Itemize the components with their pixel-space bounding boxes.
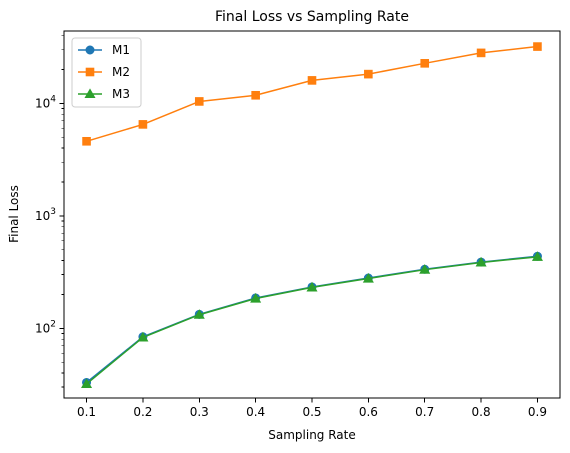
x-axis-label: Sampling Rate [268,428,356,442]
data-point-m2 [421,59,429,67]
data-point-m2 [308,76,316,84]
series-line-m2 [87,47,538,142]
x-axis-ticks: 0.1 0.2 0.3 0.4 0.5 0.6 0.7 0.8 0.9 [77,398,547,419]
series-line-m3 [87,257,538,384]
y-tick-label: 102 [35,319,56,335]
data-point-m2 [139,120,147,128]
legend-marker-m1 [86,46,94,54]
data-point-m2 [83,137,91,145]
y-tick-base: 10 [35,321,50,335]
data-point-m2 [195,97,203,105]
legend-label-m3: M3 [112,87,130,101]
series-m3 [82,252,543,388]
x-tick-label: 0.2 [133,405,152,419]
legend-label-m1: M1 [112,43,130,57]
y-tick-label: 104 [35,94,56,110]
y-tick-exponent: 4 [50,94,56,104]
legend-marker-m2 [86,68,94,76]
legend: M1 M2 M3 [72,38,141,107]
y-tick-label: 103 [35,207,56,223]
y-tick-base: 10 [35,209,50,223]
y-tick-exponent: 2 [50,319,56,329]
y-axis-label: Final Loss [7,185,21,243]
series-line-m1 [87,256,538,382]
x-tick-label: 0.4 [246,405,265,419]
x-tick-label: 0.8 [472,405,491,419]
x-tick-label: 0.3 [190,405,209,419]
legend-label-m2: M2 [112,65,130,79]
data-point-m2 [252,91,260,99]
data-point-m2 [477,49,485,57]
series-m1 [82,252,541,387]
x-tick-label: 0.6 [359,405,378,419]
series-layer [82,43,543,388]
x-tick-label: 0.9 [528,405,547,419]
data-point-m2 [364,70,372,78]
series-m2 [83,43,542,146]
y-tick-exponent: 3 [50,207,56,217]
y-tick-base: 10 [35,96,50,110]
x-tick-label: 0.7 [415,405,434,419]
data-point-m2 [533,43,541,51]
x-tick-label: 0.1 [77,405,96,419]
x-tick-label: 0.5 [302,405,321,419]
chart-title: Final Loss vs Sampling Rate [215,9,409,25]
